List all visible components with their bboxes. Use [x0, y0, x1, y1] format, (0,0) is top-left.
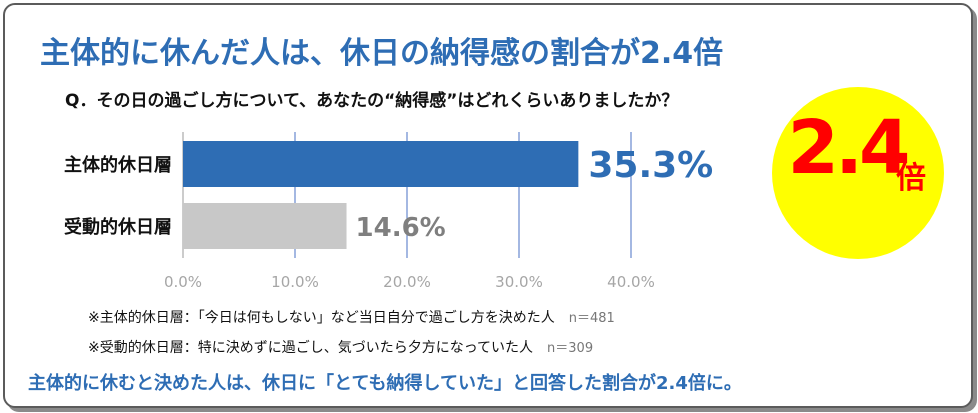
note-proactive-n: n＝481	[568, 311, 615, 326]
note-passive: ※受動的休日層：特に決めずに過ごし、気づいたら夕方になっていた人 n＝309	[88, 337, 593, 357]
bar	[183, 203, 347, 249]
ratio-value: 2.4	[787, 105, 910, 191]
ratio-badge: 2.4 倍	[772, 87, 944, 259]
chart-title: 主体的に休んだ人は、休日の納得感の割合が2.4倍	[40, 36, 724, 71]
x-tick-label: 40.0%	[607, 273, 655, 291]
x-tick-label: 0.0%	[164, 273, 202, 291]
question-text: Q．その日の過ごし方について、あなたの“納得感”はどれくらいありましたか？	[65, 91, 679, 111]
x-tick-label: 30.0%	[495, 273, 543, 291]
note-passive-n: n＝309	[547, 341, 594, 356]
category-label: 主体的休日層	[64, 154, 172, 176]
x-tick-label: 10.0%	[271, 273, 319, 291]
note-proactive: ※主体的休日層：「今日は何もしない」など当日自分で過ごし方を決めた人 n＝481	[88, 307, 615, 327]
value-label: 14.6%	[356, 213, 446, 243]
bar	[183, 141, 579, 187]
footer-summary: 主体的に休むと決めた人は、休日に「とても納得していた」と回答した割合が2.4倍に…	[28, 373, 742, 394]
note-passive-text: ※受動的休日層：特に決めずに過ごし、気づいたら夕方になっていた人	[88, 340, 534, 356]
x-tick-label: 20.0%	[383, 273, 431, 291]
value-label: 35.3%	[588, 145, 713, 186]
category-label: 受動的休日層	[64, 216, 172, 238]
note-proactive-text: ※主体的休日層：「今日は何もしない」など当日自分で過ごし方を決めた人	[88, 310, 555, 326]
ratio-unit: 倍	[896, 161, 926, 196]
